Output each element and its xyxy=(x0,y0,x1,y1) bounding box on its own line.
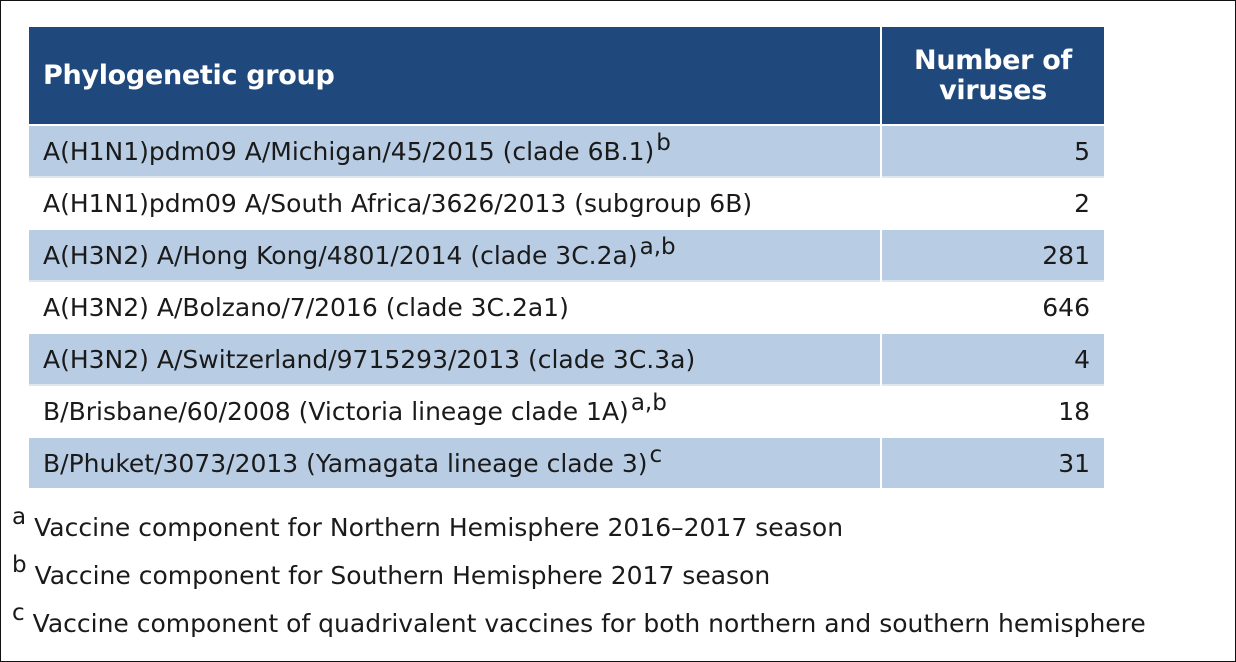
group-name: A(H1N1)pdm09 A/South Africa/3626/2013 (s… xyxy=(43,188,753,218)
table-row: A(H3N2) A/Switzerland/9715293/2013 (clad… xyxy=(29,332,1104,385)
group-cell: A(H1N1)pdm09 A/Michigan/45/2015 (clade 6… xyxy=(29,124,882,177)
virus-group-table: Phylogenetic group Number of viruses A(H… xyxy=(29,27,1104,488)
group-name: A(H3N2) A/Bolzano/7/2016 (clade 3C.2a1) xyxy=(43,292,569,322)
footnote-ref: b xyxy=(656,129,671,156)
group-cell: B/Phuket/3073/2013 (Yamagata lineage cla… xyxy=(29,436,882,488)
count-cell: 281 xyxy=(881,228,1104,281)
table-row: A(H3N2) A/Bolzano/7/2016 (clade 3C.2a1) … xyxy=(29,280,1104,333)
group-name: A(H3N2) A/Hong Kong/4801/2014 (clade 3C.… xyxy=(43,240,638,270)
group-cell: A(H3N2) A/Hong Kong/4801/2014 (clade 3C.… xyxy=(29,228,882,281)
count-header-line2: viruses xyxy=(939,74,1047,106)
footnote-mark: b xyxy=(12,552,27,578)
count-header-line1: Number of xyxy=(914,44,1072,76)
footnote-ref: a,b xyxy=(630,389,667,416)
footnote-text: Vaccine component of quadrivalent vaccin… xyxy=(32,609,1146,638)
group-cell: B/Brisbane/60/2008 (Victoria lineage cla… xyxy=(29,384,882,437)
table-row: A(H1N1)pdm09 A/Michigan/45/2015 (clade 6… xyxy=(29,124,1104,177)
number-of-viruses-header: Number of viruses xyxy=(881,27,1104,125)
footnote-text: Vaccine component for Southern Hemispher… xyxy=(34,561,771,590)
footnote-ref: a,b xyxy=(639,233,676,260)
table-header-row: Phylogenetic group Number of viruses xyxy=(29,27,1104,125)
footnote-text: Vaccine component for Northern Hemispher… xyxy=(34,513,844,542)
group-cell: A(H3N2) A/Bolzano/7/2016 (clade 3C.2a1) xyxy=(29,280,882,333)
footnote-c: c Vaccine component of quadrivalent vacci… xyxy=(12,600,1146,649)
table-row: B/Brisbane/60/2008 (Victoria lineage cla… xyxy=(29,384,1104,437)
table-row: A(H1N1)pdm09 A/South Africa/3626/2013 (s… xyxy=(29,176,1104,229)
count-cell: 31 xyxy=(881,436,1104,488)
footnote-a: a Vaccine component for Northern Hemisphe… xyxy=(12,504,1146,553)
count-cell: 18 xyxy=(881,384,1104,437)
group-name: A(H3N2) A/Switzerland/9715293/2013 (clad… xyxy=(43,344,696,374)
group-name: B/Brisbane/60/2008 (Victoria lineage cla… xyxy=(43,396,629,426)
count-cell: 5 xyxy=(881,124,1104,177)
count-cell: 646 xyxy=(881,280,1104,333)
footnote-b: b Vaccine component for Southern Hemisphe… xyxy=(12,552,1146,601)
footnotes: a Vaccine component for Northern Hemisphe… xyxy=(12,504,1146,649)
footnote-ref: c xyxy=(649,441,663,468)
count-cell: 2 xyxy=(881,176,1104,229)
group-name: B/Phuket/3073/2013 (Yamagata lineage cla… xyxy=(43,448,648,478)
group-name: A(H1N1)pdm09 A/Michigan/45/2015 (clade 6… xyxy=(43,136,655,166)
table-row: A(H3N2) A/Hong Kong/4801/2014 (clade 3C.… xyxy=(29,228,1104,281)
count-cell: 4 xyxy=(881,332,1104,385)
footnote-mark: c xyxy=(12,600,25,626)
table-row: B/Phuket/3073/2013 (Yamagata lineage cla… xyxy=(29,436,1104,488)
phylogenetic-group-header: Phylogenetic group xyxy=(29,27,882,125)
group-cell: A(H3N2) A/Switzerland/9715293/2013 (clad… xyxy=(29,332,882,385)
footnote-mark: a xyxy=(12,504,27,530)
group-cell: A(H1N1)pdm09 A/South Africa/3626/2013 (s… xyxy=(29,176,882,229)
